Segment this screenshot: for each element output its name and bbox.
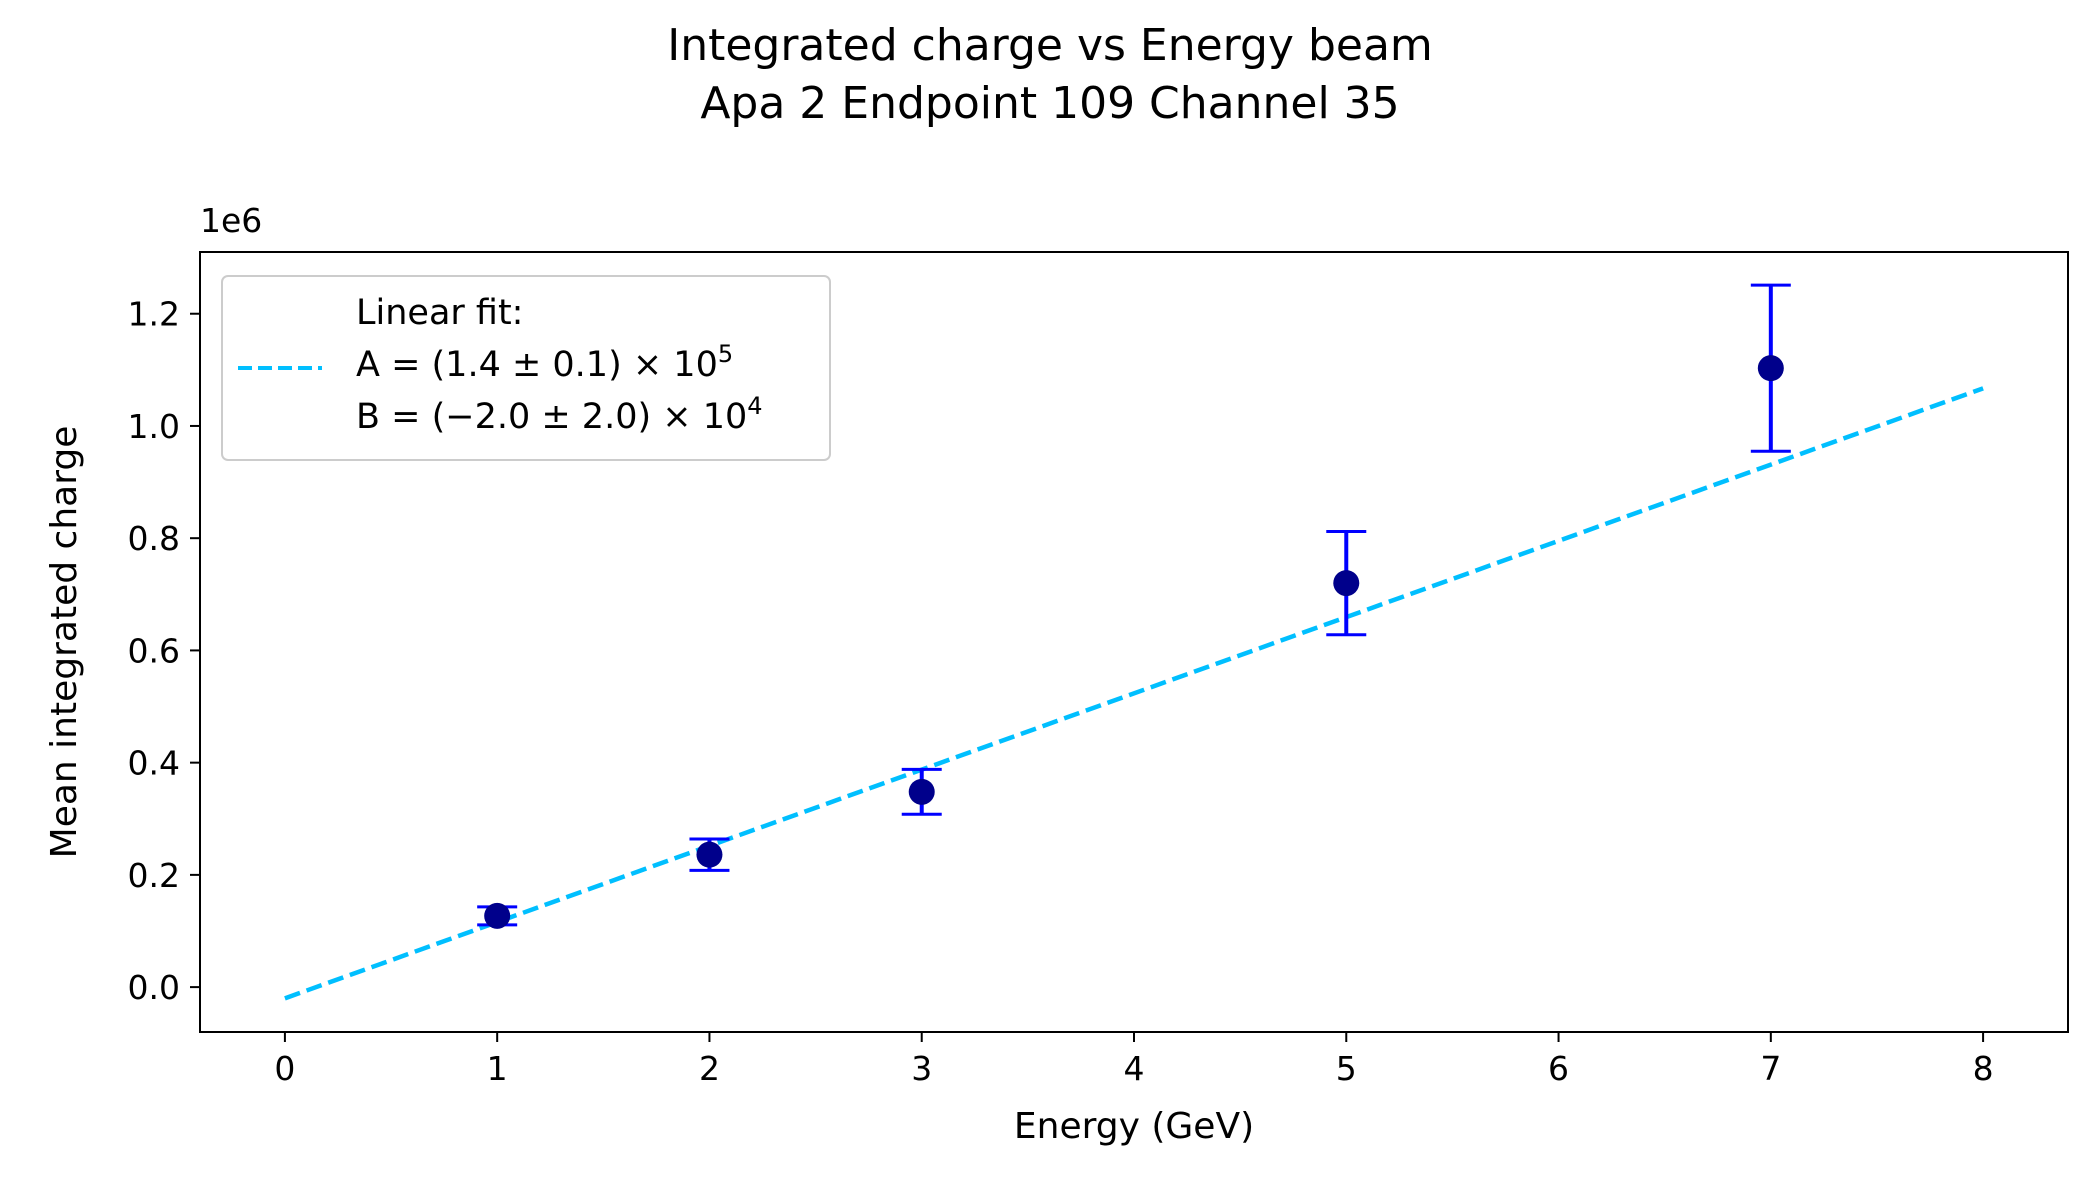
data-point	[484, 902, 511, 929]
chart-subtitle: Apa 2 Endpoint 109 Channel 35	[700, 78, 1399, 129]
x-tick-label: 6	[1548, 1049, 1569, 1088]
fit-line	[284, 386, 1984, 1001]
x-axis-label: Energy (GeV)	[1014, 1106, 1254, 1147]
x-tick-label: 5	[1336, 1049, 1357, 1088]
chart-title: Integrated charge vs Energy beam	[667, 20, 1433, 71]
y-tick-label: 0.4	[128, 744, 180, 783]
data-point	[1333, 570, 1360, 597]
legend: Linear fit: A = (1.4 ± 0.1) × 105 B = (−…	[221, 275, 831, 461]
fit-line-layer	[284, 386, 1984, 1001]
legend-line-2: A = (1.4 ± 0.1) × 105	[356, 340, 733, 385]
legend-line-2-exponent: 5	[718, 340, 733, 368]
x-tick-label: 1	[487, 1049, 508, 1088]
legend-line-1: Linear fit:	[356, 293, 523, 333]
x-tick-label: 2	[699, 1049, 720, 1088]
x-axis: 0 1 2 3 4 5 6 7 8	[274, 1032, 1994, 1088]
y-tick-label: 1.0	[128, 407, 180, 446]
x-tick-label: 8	[1973, 1049, 1994, 1088]
y-tick-label: 0.2	[128, 856, 180, 895]
x-tick-label: 3	[911, 1049, 932, 1088]
y-tick-label: 1.2	[128, 295, 180, 334]
y-axis-label: Mean integrated charge	[44, 426, 85, 859]
data-point	[908, 778, 935, 805]
point-layer	[484, 355, 1784, 929]
x-tick-label: 7	[1760, 1049, 1781, 1088]
y-tick-label: 0.6	[128, 631, 180, 670]
y-tick-label: 0.0	[128, 968, 180, 1007]
legend-line-3: B = (−2.0 ± 2.0) × 104	[356, 392, 763, 437]
x-tick-label: 4	[1124, 1049, 1145, 1088]
data-point	[1757, 355, 1784, 382]
data-point	[696, 841, 723, 868]
legend-line-3-exponent: 4	[747, 392, 762, 420]
y-axis: 0.0 0.2 0.4 0.6 0.8 1.0 1.2	[128, 295, 200, 1007]
y-axis-offset-text: 1e6	[200, 201, 262, 240]
legend-line-3-text: B = (−2.0 ± 2.0) × 10	[356, 397, 747, 437]
legend-box	[221, 275, 831, 461]
x-tick-label: 0	[274, 1049, 295, 1088]
legend-line-2-text: A = (1.4 ± 0.1) × 10	[356, 345, 718, 385]
y-tick-label: 0.8	[128, 519, 180, 558]
